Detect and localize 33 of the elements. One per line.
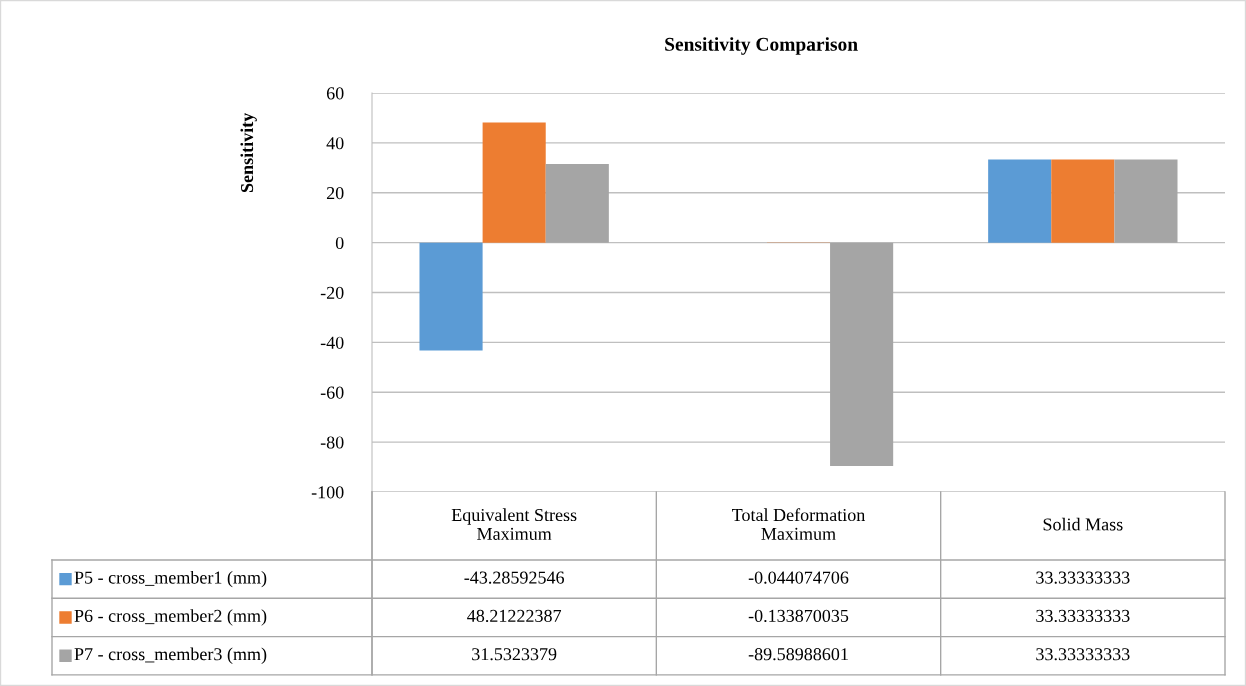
bar [482, 122, 546, 243]
x-tick-label: Total Deformation Maximum [732, 508, 866, 540]
y-axis-title: Sensitivity [240, 112, 257, 193]
bar [1114, 159, 1178, 243]
bar [419, 242, 483, 351]
y-tick-label: 0 [335, 236, 344, 250]
data-label: -89.58988601 [748, 648, 848, 661]
x-tick-label: Solid Mass [1043, 517, 1123, 531]
y-tick-label: 40 [326, 137, 344, 150]
data-label: 33.33333333 [1036, 571, 1130, 584]
chart-title: Sensitivity Comparison [665, 37, 858, 55]
y-tick-label: -100 [311, 486, 344, 499]
x-tick-label: Equivalent Stress Maximum [451, 508, 577, 540]
legend-label: P5 - cross_member1 (mm) [74, 570, 267, 588]
bar [1051, 159, 1115, 243]
y-tick-label: -80 [320, 436, 344, 449]
data-label: -43.28592546 [464, 571, 565, 584]
data-label: 48.21222387 [467, 609, 562, 623]
bar [545, 163, 609, 243]
y-tick-label: 60 [326, 87, 344, 100]
bar [988, 159, 1052, 243]
legend-label: P7 - cross_member3 (mm) [74, 647, 267, 664]
data-label: 31.5323379 [472, 648, 557, 661]
y-tick-label: -20 [320, 286, 344, 299]
data-label: 33.33333333 [1036, 609, 1130, 623]
data-label: -0.044074706 [748, 571, 849, 584]
bar [830, 242, 894, 467]
y-tick-label: -40 [320, 336, 344, 349]
legend-label: P6 - cross_member2 (mm) [74, 609, 267, 626]
data-label: 33.33333333 [1036, 648, 1130, 661]
y-tick-label: 20 [326, 187, 344, 200]
data-label: -0.133870035 [748, 609, 849, 623]
y-tick-label: -60 [320, 386, 344, 399]
